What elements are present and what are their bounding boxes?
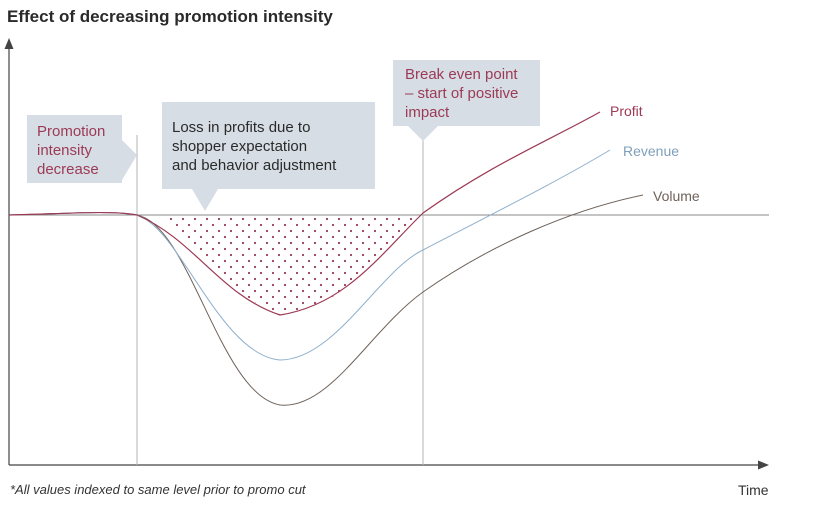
breakeven-callout-pointer bbox=[408, 126, 438, 141]
loss-area-fill bbox=[163, 215, 423, 315]
y-axis-arrow-icon bbox=[4, 38, 14, 49]
promo-callout-line-3: decrease bbox=[37, 161, 99, 178]
promo-callout-pointer bbox=[122, 140, 137, 180]
breakeven-callout-line-1: Break even point bbox=[405, 66, 518, 83]
loss-callout-pointer bbox=[192, 189, 218, 211]
promo-callout-line-1: Promotion bbox=[37, 123, 106, 140]
footnote: *All values indexed to same level prior … bbox=[10, 482, 306, 497]
loss-callout-line-2: shopper expectation bbox=[172, 138, 308, 155]
series-label-revenue: Revenue bbox=[623, 143, 680, 159]
x-axis-label: Time bbox=[738, 482, 769, 498]
promo-callout: Promotion intensity decrease bbox=[27, 115, 122, 183]
series-label-volume: Volume bbox=[653, 188, 700, 204]
breakeven-callout-line-2: – start of positive bbox=[405, 85, 519, 102]
loss-callout-line-3: and behavior adjustment bbox=[172, 157, 337, 174]
loss-callout: Loss in profits due to shopper expectati… bbox=[162, 102, 375, 189]
x-axis-arrow-icon bbox=[758, 460, 769, 470]
breakeven-callout-line-3: impact bbox=[405, 104, 450, 121]
chart-title: Effect of decreasing promotion intensity bbox=[7, 7, 333, 26]
series-line-profit bbox=[8, 111, 601, 316]
breakeven-callout: Break even point – start of positive imp… bbox=[393, 60, 540, 126]
series-label-profit: Profit bbox=[610, 103, 643, 119]
promo-callout-line-2: intensity bbox=[37, 142, 93, 159]
loss-callout-line-1: Loss in profits due to bbox=[172, 119, 311, 136]
